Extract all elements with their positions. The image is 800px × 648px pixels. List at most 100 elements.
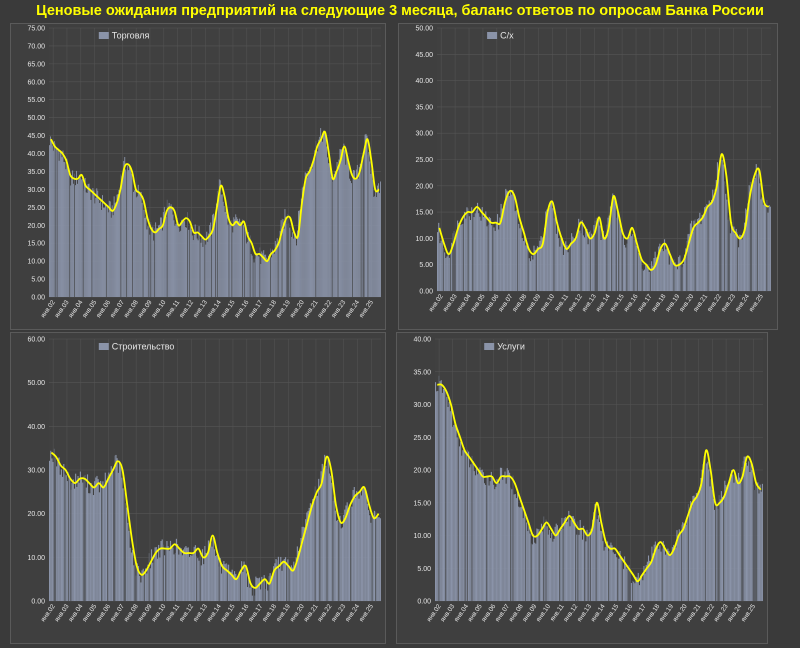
bar	[751, 470, 753, 601]
bar	[524, 516, 527, 601]
bar	[718, 169, 720, 291]
bar	[61, 157, 63, 297]
bar	[763, 203, 766, 291]
bar	[337, 519, 339, 601]
bar	[273, 566, 275, 601]
bar	[740, 235, 742, 291]
bar	[132, 191, 134, 297]
bar	[358, 498, 360, 601]
bar	[174, 225, 176, 297]
bar	[188, 556, 191, 601]
bar	[609, 206, 611, 291]
bar	[191, 555, 193, 601]
bar	[687, 504, 689, 601]
bar	[105, 480, 108, 601]
bar	[194, 224, 196, 297]
bar	[447, 406, 449, 601]
bar	[54, 143, 56, 297]
bar	[86, 192, 88, 297]
bar	[440, 380, 442, 601]
bar	[351, 183, 352, 297]
bar	[64, 162, 66, 297]
bar	[703, 456, 705, 601]
bar	[700, 477, 702, 601]
bar	[229, 571, 231, 601]
bar	[217, 198, 219, 297]
y-tick-label: 20.00	[27, 511, 45, 518]
chart-panel-trade: 0.00 5.00 10.00 15.00 20.00 25.00 30.00 35.00 40…	[10, 23, 386, 330]
bar	[109, 201, 111, 297]
bar	[310, 170, 312, 297]
bar	[520, 506, 522, 601]
bar	[57, 150, 59, 297]
bar	[108, 200, 110, 297]
bar	[375, 190, 377, 297]
bar	[113, 472, 115, 601]
bar	[205, 244, 207, 297]
y-tick-label: 15.00	[27, 241, 45, 248]
bar	[80, 179, 82, 297]
bar	[454, 240, 456, 291]
bar	[505, 188, 507, 291]
bar	[232, 574, 234, 601]
bar	[517, 489, 519, 601]
bar	[465, 451, 467, 601]
bar	[198, 560, 200, 601]
bar	[50, 141, 52, 297]
bar	[667, 248, 669, 291]
bar	[179, 231, 181, 297]
bar	[250, 253, 252, 297]
bar	[686, 240, 688, 291]
bar	[595, 217, 597, 291]
y-tick-label: 25.00	[415, 157, 433, 164]
bar	[732, 474, 734, 601]
bar	[753, 180, 755, 291]
bar	[762, 204, 764, 291]
bar	[323, 130, 325, 297]
bar	[324, 131, 325, 297]
bar	[686, 517, 688, 601]
bar	[139, 575, 141, 601]
bar	[642, 580, 644, 601]
bar	[678, 257, 680, 291]
bar	[574, 238, 576, 291]
bar	[332, 179, 334, 297]
bar	[372, 179, 374, 297]
bar	[553, 538, 555, 601]
bar	[95, 197, 97, 297]
bar	[436, 391, 438, 601]
bar	[699, 487, 701, 601]
bar	[715, 180, 717, 291]
bar	[729, 474, 732, 601]
bar	[571, 516, 573, 601]
bar	[461, 224, 463, 291]
bar	[69, 478, 71, 601]
legend-swatch	[487, 32, 498, 39]
bar	[251, 255, 253, 297]
bar	[606, 224, 608, 291]
bar	[67, 167, 69, 297]
bar	[527, 531, 529, 601]
bar	[89, 493, 91, 601]
bar	[744, 456, 746, 601]
bar	[498, 483, 500, 601]
legend-label: С/х	[500, 31, 514, 41]
bar	[318, 139, 320, 297]
bar	[622, 236, 624, 291]
bar	[129, 547, 131, 601]
bar	[265, 254, 267, 297]
bar	[131, 173, 132, 297]
bar	[464, 451, 466, 601]
bar	[262, 253, 264, 297]
bar	[584, 531, 586, 601]
bar	[144, 217, 146, 297]
bar	[727, 219, 729, 291]
bar	[525, 245, 527, 291]
bar	[537, 529, 539, 601]
bar	[273, 253, 275, 297]
bar	[454, 419, 456, 601]
bar	[307, 171, 309, 297]
bar	[316, 150, 318, 297]
bar	[155, 222, 157, 297]
bar	[722, 496, 724, 601]
